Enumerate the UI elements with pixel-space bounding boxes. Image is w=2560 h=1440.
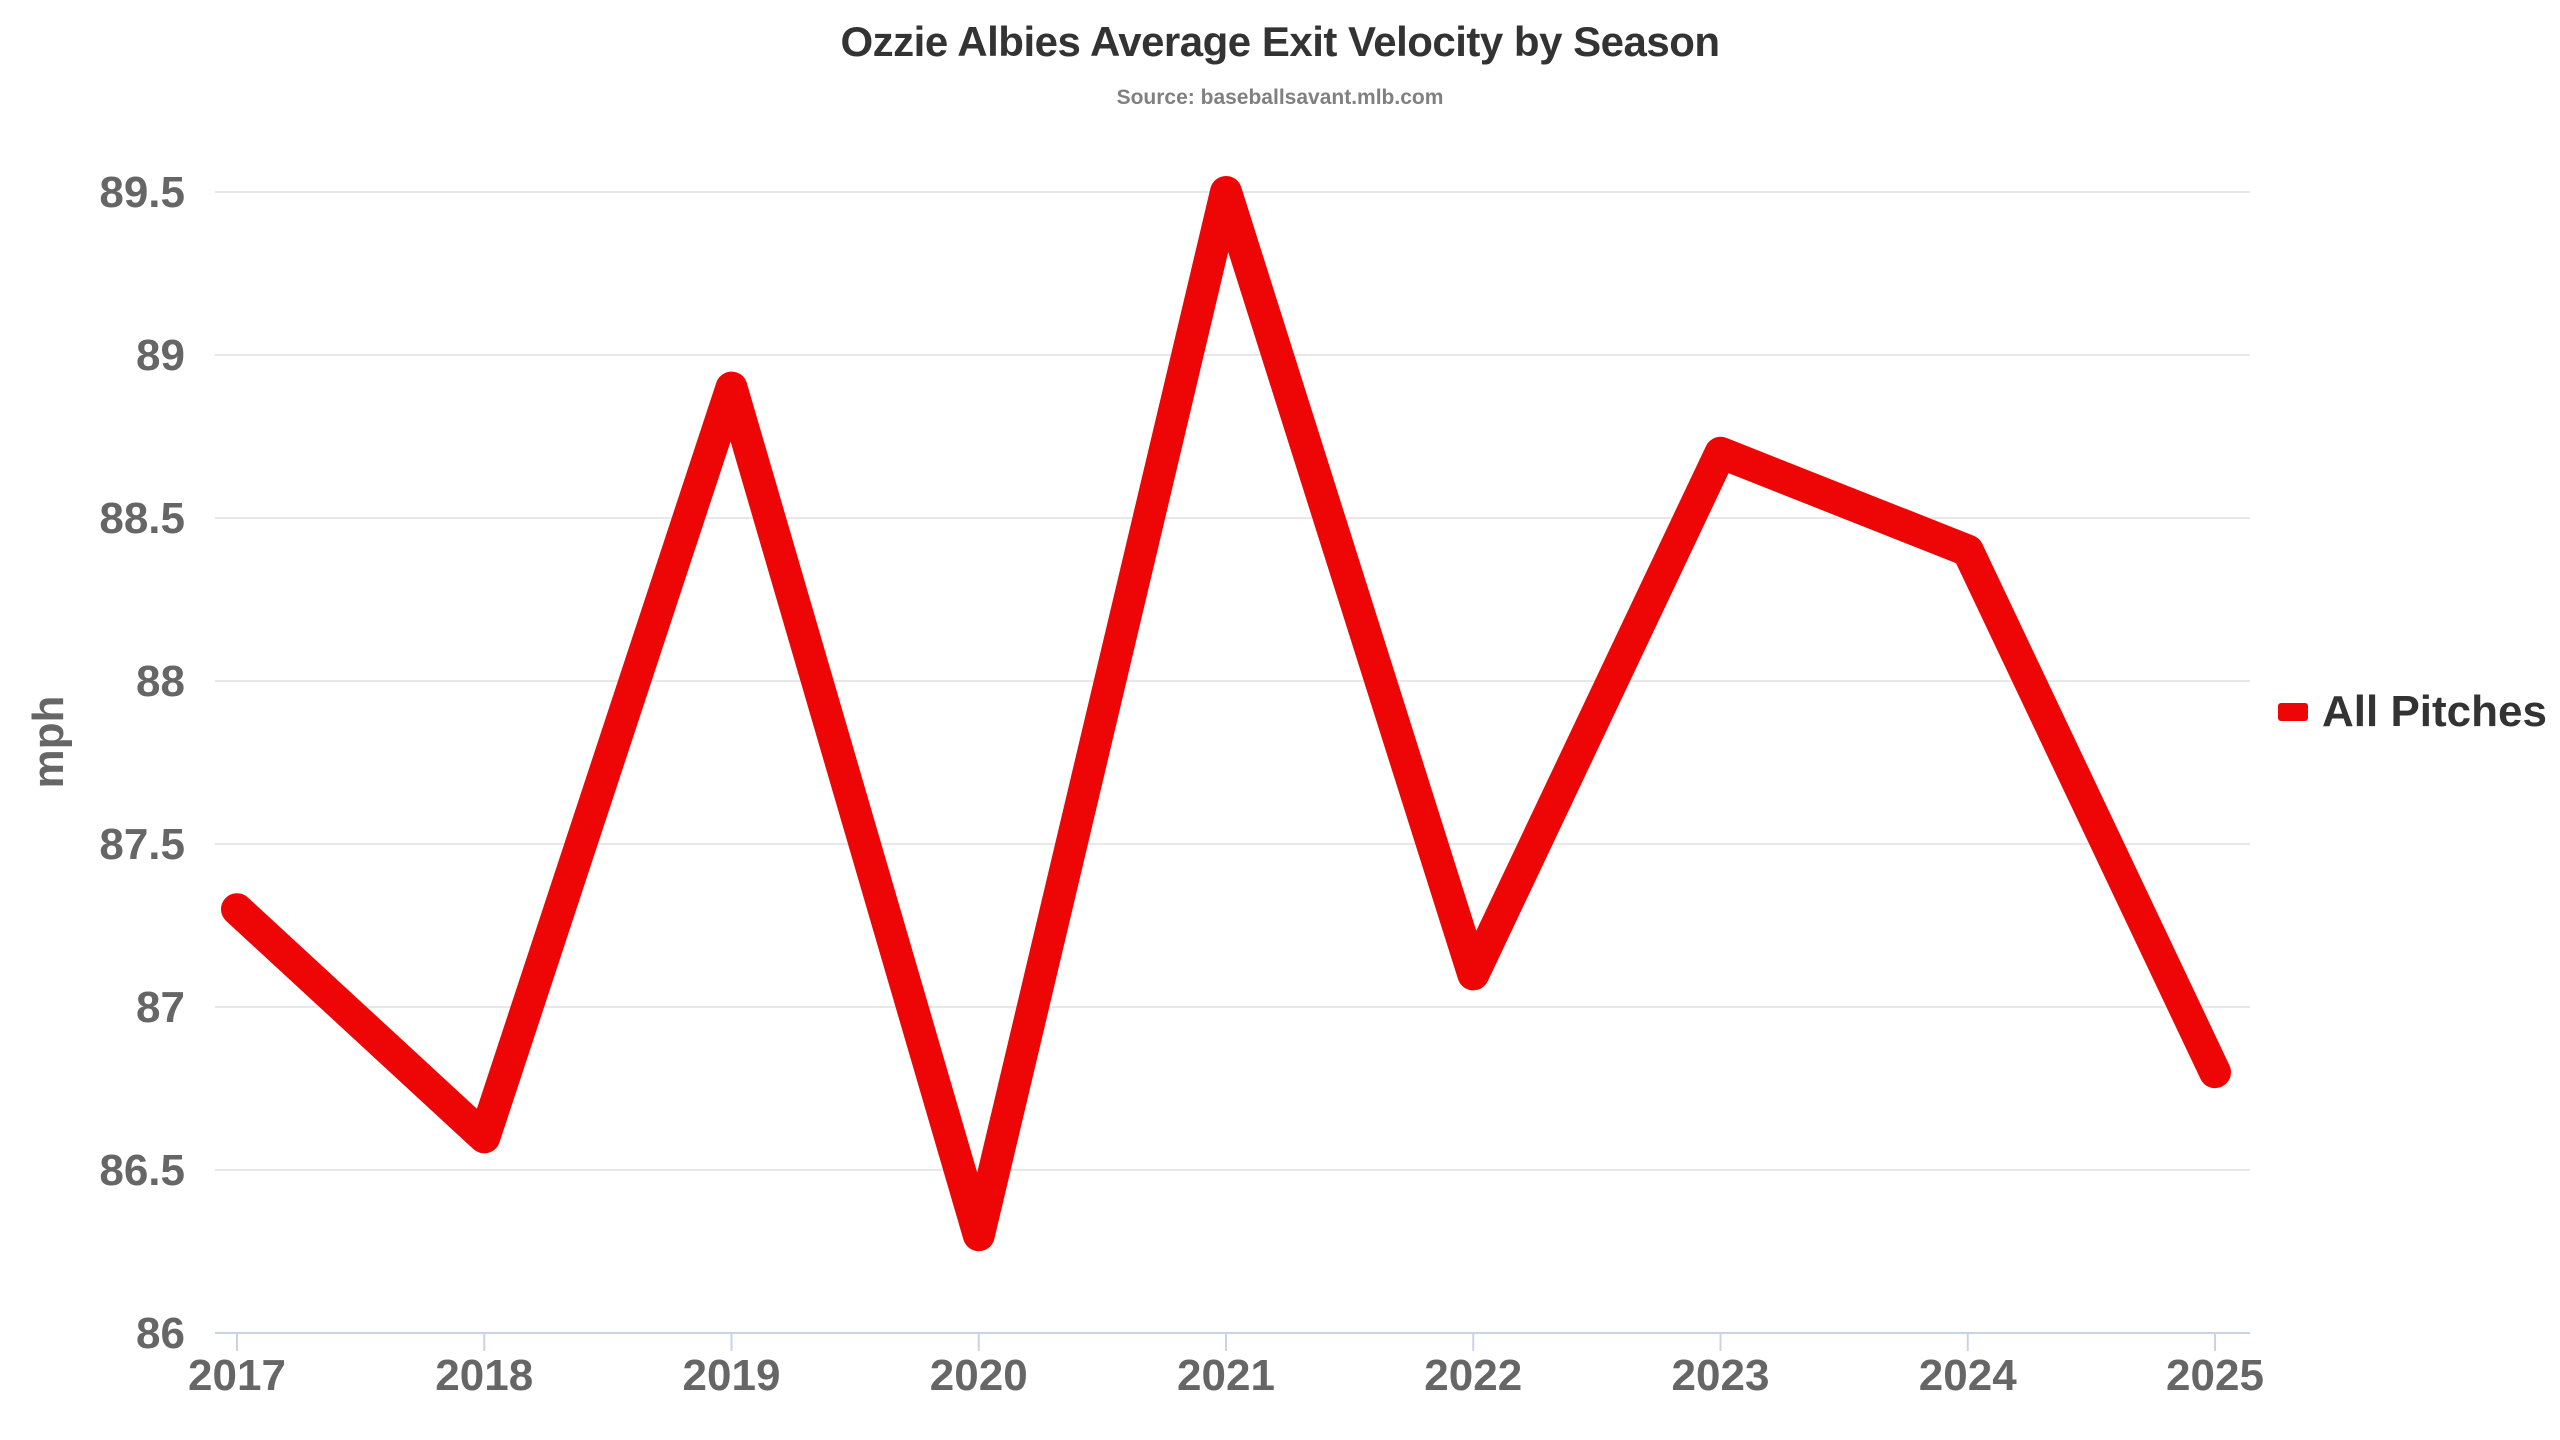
legend-color-swatch	[2278, 703, 2308, 721]
legend-item-all-pitches[interactable]: All Pitches	[2278, 690, 2547, 734]
y-tick-label: 86	[136, 1309, 185, 1358]
chart-title: Ozzie Albies Average Exit Velocity by Se…	[840, 18, 1720, 65]
y-tick-label: 88	[136, 657, 185, 706]
y-tick-label: 89.5	[99, 168, 185, 217]
x-tick-label: 2022	[1424, 1351, 1522, 1400]
y-tick-label: 89	[136, 331, 185, 380]
legend-label: All Pitches	[2322, 687, 2547, 736]
x-tick-label: 2020	[930, 1351, 1028, 1400]
y-tick-label: 87	[136, 983, 185, 1032]
x-tick-label: 2025	[2166, 1351, 2264, 1400]
y-tick-label: 87.5	[99, 820, 185, 869]
x-tick-label: 2023	[1672, 1351, 1770, 1400]
x-tick-label: 2024	[1919, 1351, 2017, 1400]
y-tick-label: 88.5	[99, 494, 185, 543]
y-axis-title: mph	[24, 696, 73, 789]
x-tick-label: 2018	[435, 1351, 533, 1400]
chart-source-subtitle: Source: baseballsavant.mlb.com	[1116, 86, 1444, 109]
y-tick-label: 86.5	[99, 1146, 185, 1195]
x-tick-label: 2019	[683, 1351, 781, 1400]
x-tick-label: 2021	[1177, 1351, 1275, 1400]
x-tick-label: 2017	[188, 1351, 286, 1400]
series-line-all-pitches	[221, 176, 2231, 1252]
